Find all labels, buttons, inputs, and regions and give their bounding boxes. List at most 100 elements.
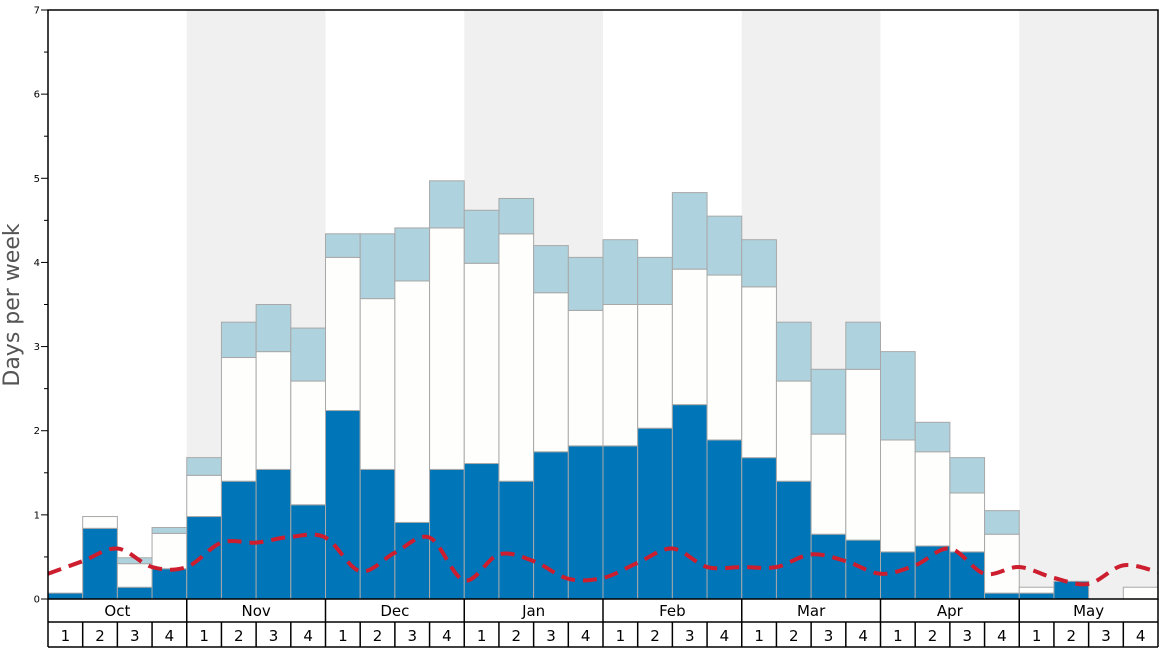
y-tick-label: 4	[34, 258, 40, 269]
bar-segment-1	[984, 533, 1020, 594]
month-label-nov: Nov	[241, 602, 270, 620]
week-label: 2	[650, 627, 660, 645]
bar-segment-2	[949, 457, 986, 494]
bar-segment-2	[394, 227, 431, 282]
bar-segment-0	[151, 568, 188, 600]
month-label-mar: Mar	[797, 602, 826, 620]
week-label: 1	[1032, 627, 1042, 645]
week-label: 1	[616, 627, 626, 645]
bar-segment-0	[82, 527, 118, 600]
bar-segment-0	[706, 439, 743, 600]
bar-segment-1	[602, 304, 639, 447]
bar-segment-1	[914, 451, 951, 547]
week-label: 1	[893, 627, 903, 645]
week-label: 2	[512, 627, 522, 645]
bar-segment-2	[671, 192, 708, 270]
bar-segment-2	[567, 256, 604, 311]
bar-segment-0	[602, 445, 639, 600]
bar-segment-1	[498, 233, 535, 482]
bar-segment-0	[429, 468, 465, 600]
month-label-feb: Feb	[659, 602, 686, 620]
week-label: 1	[61, 627, 71, 645]
week-label: 2	[789, 627, 799, 645]
bar-segment-0	[637, 427, 673, 600]
bar-segment-1	[463, 262, 500, 465]
week-label: 2	[1067, 627, 1077, 645]
bar-segment-0	[359, 468, 396, 600]
bar-segment-0	[914, 545, 951, 600]
bar-segment-0	[671, 404, 708, 600]
bar-segment-1	[290, 380, 326, 506]
bar-segment-1	[880, 439, 916, 553]
month-label-apr: Apr	[937, 602, 964, 620]
bar-segment-2	[220, 321, 257, 359]
bar-segment-0	[186, 516, 222, 600]
week-label: 4	[303, 627, 313, 645]
bar-segment-1	[567, 309, 604, 447]
bar-segment-1	[359, 298, 396, 470]
y-tick-label: 6	[34, 90, 40, 101]
month-label-dec: Dec	[380, 602, 409, 620]
month-label-may: May	[1073, 602, 1104, 620]
bar-segment-1	[151, 532, 188, 570]
week-label: 3	[407, 627, 417, 645]
bar-segment-2	[359, 233, 396, 300]
bar-segment-1	[186, 474, 222, 518]
y-axis-label: Days per week	[0, 223, 25, 386]
y-tick-label: 1	[34, 510, 40, 521]
week-label: 4	[165, 627, 175, 645]
bar-segment-1	[949, 492, 986, 553]
bar-segment-1	[810, 433, 847, 535]
average-line	[47, 532, 1159, 587]
week-label: 4	[858, 627, 868, 645]
bar-segment-1	[533, 292, 569, 453]
bar-segment-1	[1122, 586, 1159, 600]
bar-segment-1	[741, 286, 777, 459]
bar-segment-1	[775, 380, 812, 482]
bar-segment-1	[220, 357, 257, 482]
week-label: 4	[720, 627, 730, 645]
bar-segment-2	[602, 239, 639, 306]
y-tick-label: 7	[34, 6, 40, 17]
bar-segment-2	[880, 351, 916, 441]
week-label: 1	[338, 627, 348, 645]
week-label: 3	[546, 627, 556, 645]
bar-segment-1	[394, 280, 431, 523]
bar-segment-2	[637, 256, 673, 306]
bar-segment-2	[186, 457, 222, 476]
bar-segment-1	[671, 268, 708, 406]
y-tick-label: 2	[34, 426, 40, 437]
bar-segment-0	[255, 468, 292, 600]
week-label: 3	[130, 627, 140, 645]
week-label: 1	[477, 627, 487, 645]
bar-segment-0	[47, 592, 84, 600]
month-shade-may	[1019, 10, 1158, 599]
week-label: 3	[269, 627, 279, 645]
week-label: 3	[962, 627, 972, 645]
bar-segment-2	[290, 327, 326, 382]
week-label: 2	[234, 627, 244, 645]
bar-segment-2	[533, 245, 569, 294]
bar-segment-0	[116, 586, 153, 600]
bar-segment-1	[325, 256, 361, 412]
bar-segment-2	[984, 510, 1020, 535]
week-label: 4	[581, 627, 591, 645]
month-label-jan: Jan	[521, 602, 545, 620]
bar-segment-0	[498, 480, 535, 600]
bar-segment-1	[637, 304, 673, 429]
bar-segment-2	[914, 421, 951, 453]
bar-segment-1	[845, 368, 881, 541]
bar-segment-0	[810, 533, 847, 600]
bar-segment-1	[116, 563, 153, 588]
bar-segment-0	[533, 451, 569, 600]
bar-segment-0	[741, 457, 777, 600]
week-label: 2	[373, 627, 383, 645]
bar-segment-2	[151, 526, 188, 534]
y-tick-label: 3	[34, 342, 40, 353]
bar-segment-2	[706, 215, 743, 276]
bar-segment-2	[255, 304, 292, 353]
week-label: 4	[1136, 627, 1146, 645]
week-label: 3	[1101, 627, 1111, 645]
bar-segment-2	[498, 197, 535, 235]
